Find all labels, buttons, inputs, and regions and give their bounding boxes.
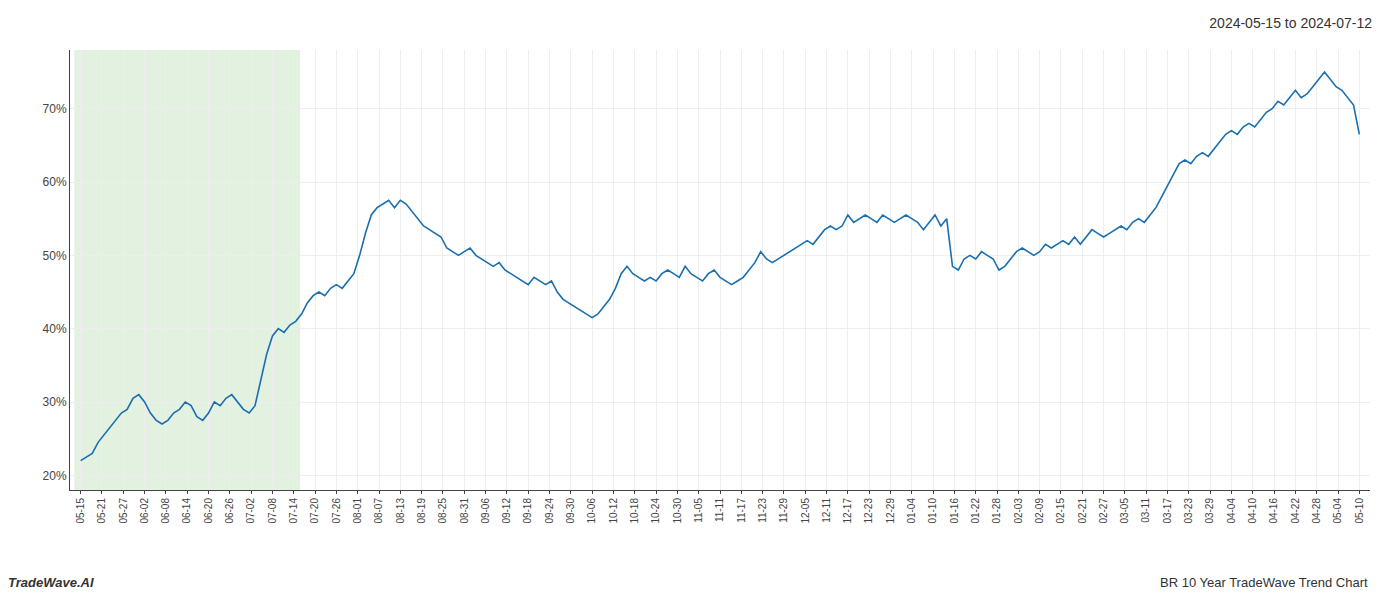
svg-text:05-27: 05-27 (118, 498, 129, 524)
svg-text:06-08: 06-08 (160, 498, 171, 524)
svg-text:08-31: 08-31 (459, 498, 470, 524)
svg-text:04-04: 04-04 (1226, 498, 1237, 524)
svg-text:20%: 20% (43, 469, 67, 483)
svg-text:03-17: 03-17 (1162, 498, 1173, 524)
svg-text:11-11: 11-11 (714, 498, 725, 523)
svg-text:07-14: 07-14 (288, 498, 299, 524)
svg-text:30%: 30% (43, 395, 67, 409)
svg-text:12-11: 12-11 (821, 498, 832, 523)
svg-text:09-30: 09-30 (565, 498, 576, 524)
svg-text:02-03: 02-03 (1013, 498, 1024, 524)
svg-text:09-12: 09-12 (501, 498, 512, 524)
svg-text:12-05: 12-05 (800, 498, 811, 524)
svg-text:BR 10 Year TradeWave Trend Cha: BR 10 Year TradeWave Trend Chart (1160, 575, 1368, 590)
svg-text:02-27: 02-27 (1098, 498, 1109, 524)
svg-text:10-30: 10-30 (672, 498, 683, 524)
svg-text:10-24: 10-24 (650, 498, 661, 524)
svg-text:06-14: 06-14 (181, 498, 192, 524)
svg-text:09-18: 09-18 (522, 498, 533, 524)
svg-text:04-16: 04-16 (1268, 498, 1279, 524)
svg-text:TradeWave.AI: TradeWave.AI (8, 575, 94, 590)
svg-text:05-15: 05-15 (75, 498, 86, 524)
svg-text:07-08: 07-08 (267, 498, 278, 524)
svg-text:06-26: 06-26 (224, 498, 235, 524)
svg-text:09-06: 09-06 (480, 498, 491, 524)
svg-text:12-23: 12-23 (863, 498, 874, 524)
svg-text:04-28: 04-28 (1311, 498, 1322, 524)
svg-text:2024-05-15 to 2024-07-12: 2024-05-15 to 2024-07-12 (1209, 15, 1372, 31)
svg-text:02-09: 02-09 (1034, 498, 1045, 524)
svg-text:11-05: 11-05 (693, 498, 704, 523)
svg-text:03-05: 03-05 (1119, 498, 1130, 524)
svg-text:05-04: 05-04 (1332, 498, 1343, 524)
svg-text:08-07: 08-07 (373, 498, 384, 524)
svg-text:70%: 70% (43, 102, 67, 116)
svg-text:01-04: 01-04 (906, 498, 917, 524)
svg-text:03-23: 03-23 (1183, 498, 1194, 524)
svg-text:06-20: 06-20 (203, 498, 214, 524)
svg-text:04-10: 04-10 (1247, 498, 1258, 524)
svg-text:08-19: 08-19 (416, 498, 427, 524)
svg-text:05-10: 05-10 (1354, 498, 1365, 524)
svg-text:04-22: 04-22 (1290, 498, 1301, 524)
svg-text:01-22: 01-22 (970, 498, 981, 524)
svg-text:11-23: 11-23 (757, 498, 768, 523)
svg-text:09-24: 09-24 (544, 498, 555, 524)
svg-text:10-06: 10-06 (586, 498, 597, 524)
svg-text:07-20: 07-20 (309, 498, 320, 524)
svg-text:03-11: 03-11 (1140, 498, 1151, 523)
svg-text:01-16: 01-16 (949, 498, 960, 524)
svg-text:10-18: 10-18 (629, 498, 640, 524)
svg-text:08-13: 08-13 (395, 498, 406, 524)
svg-text:60%: 60% (43, 175, 67, 189)
svg-text:06-02: 06-02 (139, 498, 150, 524)
svg-text:11-29: 11-29 (778, 498, 789, 523)
svg-text:05-21: 05-21 (96, 498, 107, 524)
svg-text:08-01: 08-01 (352, 498, 363, 524)
svg-text:02-21: 02-21 (1077, 498, 1088, 524)
svg-text:01-10: 01-10 (927, 498, 938, 524)
svg-text:01-28: 01-28 (991, 498, 1002, 524)
svg-text:50%: 50% (43, 249, 67, 263)
svg-text:40%: 40% (43, 322, 67, 336)
svg-text:07-02: 07-02 (245, 498, 256, 524)
svg-text:12-29: 12-29 (885, 498, 896, 524)
svg-text:12-17: 12-17 (842, 498, 853, 524)
svg-text:07-26: 07-26 (331, 498, 342, 524)
svg-text:11-17: 11-17 (736, 498, 747, 523)
svg-text:10-12: 10-12 (608, 498, 619, 524)
svg-text:08-25: 08-25 (437, 498, 448, 524)
svg-text:02-15: 02-15 (1055, 498, 1066, 524)
svg-text:03-29: 03-29 (1204, 498, 1215, 524)
